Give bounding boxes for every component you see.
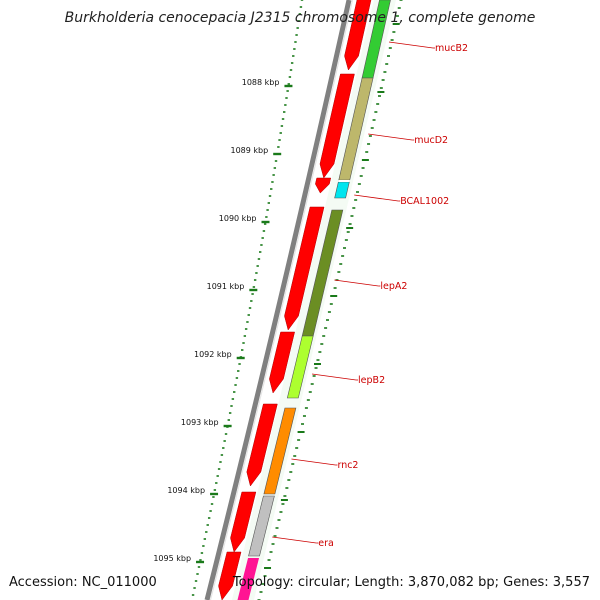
gene-leader-BCAL1002: [354, 194, 399, 202]
gene-label-mucD2: mucD2: [414, 135, 448, 146]
gene-leader-era: [272, 536, 317, 544]
scale-label-1095: 1095 kbp: [153, 554, 191, 563]
cds-arrow-3: [315, 177, 332, 194]
gene-leader-rnc2: [291, 458, 336, 466]
gene-leader-mucB2: [388, 41, 434, 49]
cds-arrow-2: [319, 73, 355, 179]
gene-label-rnc2: rnc2: [337, 460, 358, 471]
gene-block-lepB2: [286, 335, 314, 399]
backbone-outer: [204, 0, 352, 600]
topology-label: Topology: circular; Length: 3,870,082 bp…: [232, 575, 590, 590]
gene-leader-lepB2: [311, 373, 357, 381]
gene-leader-lepA2: [334, 279, 379, 287]
gene-block-next: [237, 558, 260, 600]
cds-arrow-5: [269, 331, 295, 394]
accession-label: Accession: NC_011000: [9, 575, 157, 590]
scale-label-1088: 1088 kbp: [242, 78, 280, 87]
scale-label-1091: 1091 kbp: [207, 282, 245, 291]
cds-arrow-6: [246, 403, 278, 487]
gene-label-lepB2: lepB2: [358, 375, 385, 386]
gene-label-BCAL1002: BCAL1002: [400, 196, 449, 207]
gene-label-mucB2: mucB2: [435, 43, 468, 54]
scale-label-1090: 1090 kbp: [219, 214, 257, 223]
scale-label-1093: 1093 kbp: [181, 418, 219, 427]
gene-block-era: [248, 495, 275, 557]
scale-label-1094: 1094 kbp: [167, 486, 205, 495]
cds-arrow-8: [218, 551, 242, 600]
cds-arrow-1: [344, 0, 372, 71]
gene-label-lepA2: lepA2: [380, 281, 407, 292]
gene-gap: [338, 180, 350, 182]
scale-label-1092: 1092 kbp: [194, 350, 232, 359]
cds-arrow-4: [284, 206, 325, 331]
map-title: Burkholderia cenocepacia J2315 chromosom…: [64, 10, 536, 26]
gene-block-rnc2: [263, 407, 297, 495]
gene-leader-mucD2: [368, 133, 413, 141]
backbone-highlight: [209, 0, 354, 600]
scale-label-1089: 1089 kbp: [230, 146, 268, 155]
cds-arrow-7: [230, 491, 257, 553]
gene-label-era: era: [318, 538, 334, 549]
